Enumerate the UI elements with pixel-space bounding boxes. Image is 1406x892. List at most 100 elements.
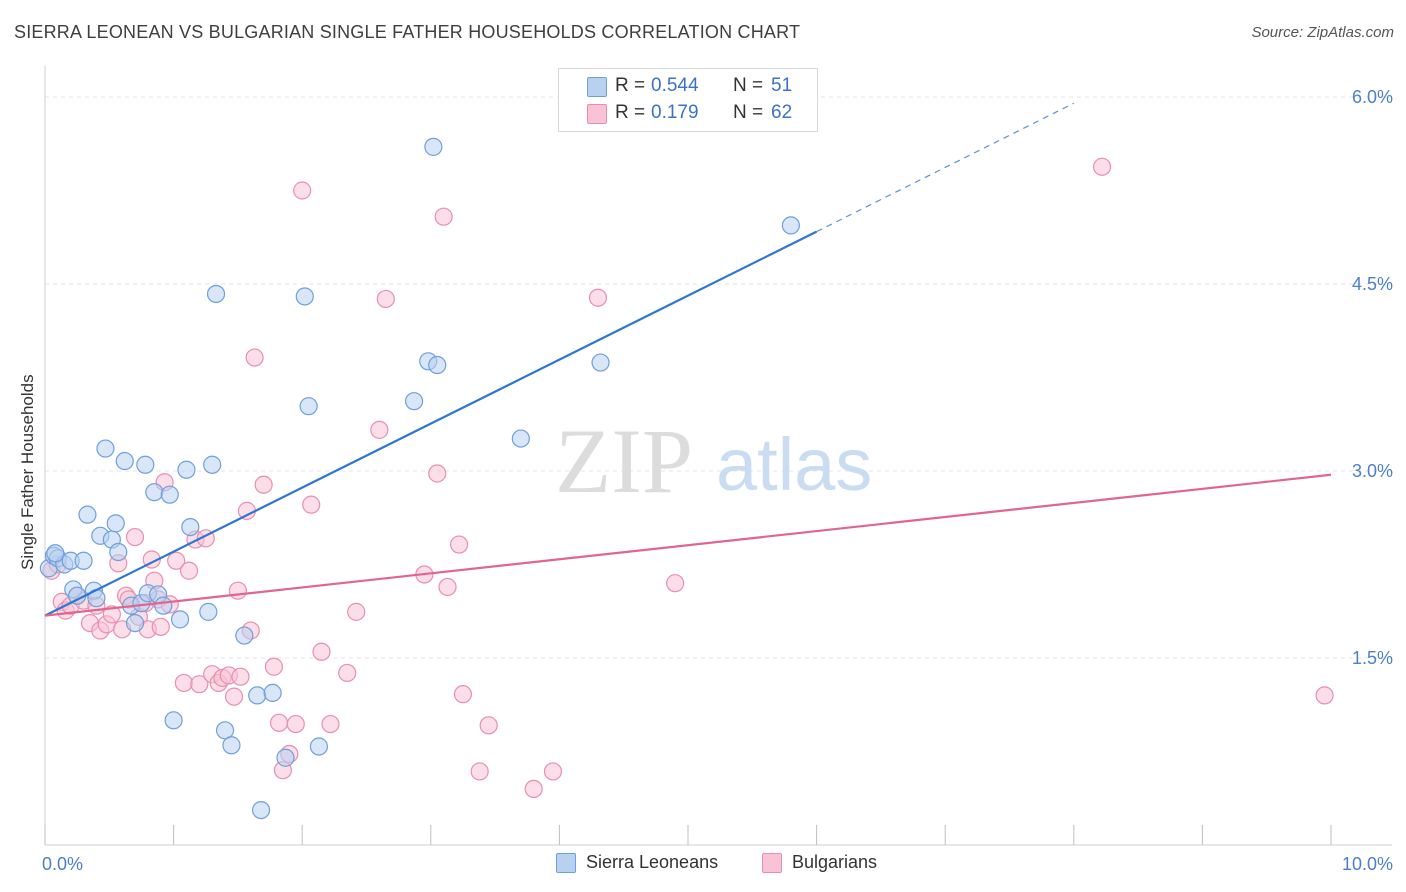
sierra-leonean-point — [160, 485, 179, 504]
bulgarian-point — [347, 602, 366, 621]
bottom-legend-swatch-pink — [762, 853, 782, 873]
bulgarian-point — [453, 685, 473, 704]
sierra-leonean-point — [78, 505, 97, 524]
sierra-leonean-point — [109, 542, 128, 562]
legend-n-label: N = — [733, 102, 764, 123]
sierra-leonean-point — [106, 514, 125, 533]
bulgarian-point — [102, 605, 121, 624]
x-tick-label-max: 10.0% — [1342, 854, 1393, 874]
y-tick-label: 1.5% — [1352, 648, 1393, 668]
y-tick-label: 4.5% — [1352, 274, 1393, 294]
bulgarian-point — [293, 181, 312, 200]
bulgarian-point — [245, 348, 264, 367]
sierra-leonean-point — [248, 686, 267, 705]
bulgarian-point — [338, 663, 357, 683]
correlation-legend: R = 0.544 N = 51 R = 0.179 N = 62 — [558, 68, 818, 132]
sierra-leonean-point — [263, 683, 282, 703]
sierra-leonean-point — [115, 451, 134, 471]
bulgarian-point — [449, 535, 469, 554]
chart-title: SIERRA LEONEAN VS BULGARIAN SINGLE FATHE… — [14, 22, 801, 42]
legend-r-value: 0.544 — [651, 75, 699, 96]
bottom-legend-swatch-blue — [556, 853, 576, 873]
bulgarian-point — [224, 687, 244, 706]
sierra-leonean-point — [404, 392, 424, 411]
sierra-leonean-point — [199, 602, 218, 621]
bulgarian-point — [1315, 686, 1334, 705]
sierra-leonean-point — [206, 284, 226, 304]
bulgarian-point — [470, 762, 489, 781]
watermark-zip: ZIP — [555, 410, 693, 512]
sierra-leonean-point — [154, 596, 173, 615]
tick-labels: 1.5% 3.0% 4.5% 6.0% 0.0% 10.0% — [42, 87, 1393, 874]
bulgarian-point — [588, 288, 608, 307]
bulgarian-trend-line — [44, 473, 1332, 617]
bulgarian-point — [1092, 157, 1112, 176]
bulgarian-point — [302, 495, 321, 514]
bulgarian-point — [179, 561, 199, 580]
sierra-leonean-point — [170, 610, 190, 629]
bulgarian-point — [434, 207, 453, 226]
bulgarian-point — [231, 667, 250, 686]
sierra-leonean-point — [215, 721, 235, 740]
trend-lines — [44, 102, 1332, 617]
sierra-leonean-point — [181, 517, 200, 537]
bottom-legend-label: Sierra Leoneans — [586, 852, 719, 872]
bulgarian-point — [312, 642, 331, 661]
source-credit: Source: ZipAtlas.com — [1251, 24, 1394, 41]
y-axis-label: Single Father Households — [18, 374, 37, 570]
bulgarian-point — [543, 762, 563, 781]
watermark: ZIP atlas — [555, 410, 872, 512]
sierra-leonean-point — [136, 455, 155, 474]
sierra-leonean-point — [235, 626, 254, 645]
legend-n-value: 51 — [771, 75, 793, 96]
grid-lines — [45, 96, 1392, 659]
legend-r-value: 0.179 — [651, 102, 699, 123]
sierra-leonean-point — [276, 748, 295, 767]
sierra-leonean-point — [591, 353, 610, 372]
sierra-leonean-point — [299, 397, 318, 416]
watermark-atlas: atlas — [716, 423, 872, 506]
bulgarian-point — [321, 714, 340, 734]
bottom-legend-label: Bulgarians — [792, 852, 878, 872]
legend-r-label: R = — [615, 102, 646, 123]
sierra-leonean-trend-extension — [816, 102, 1075, 233]
sierra-leonean-point — [309, 737, 329, 756]
bulgarian-point — [167, 551, 186, 570]
sierra-leonean-point — [46, 544, 65, 563]
sierra-leonean-points — [39, 137, 800, 820]
sierra-leonean-point — [145, 483, 164, 502]
bulgarian-point — [125, 527, 145, 547]
legend-swatch-blue — [587, 77, 607, 97]
sierra-leonean-point — [424, 137, 443, 156]
bulgarian-point — [237, 501, 257, 520]
sierra-leonean-point — [511, 429, 530, 448]
sierra-leonean-point — [177, 460, 196, 479]
bulgarian-point — [370, 420, 389, 439]
bulgarian-point — [524, 779, 543, 799]
bulgarian-point — [438, 577, 457, 597]
sierra-leonean-point — [164, 711, 183, 730]
sierra-leonean-point — [125, 613, 145, 633]
legend-swatch-pink — [587, 104, 607, 124]
sierra-leonean-point — [203, 455, 222, 474]
bulgarian-point — [264, 657, 284, 676]
sierra-leonean-point — [295, 287, 314, 306]
legend-r-label: R = — [615, 75, 646, 96]
bulgarian-point — [376, 289, 395, 309]
sierra-leonean-point — [74, 551, 93, 570]
y-tick-label: 3.0% — [1352, 461, 1393, 481]
sierra-leonean-point — [96, 439, 115, 458]
legend-n-label: N = — [733, 75, 764, 96]
bulgarian-point — [666, 574, 685, 593]
sierra-leonean-point — [222, 736, 241, 755]
sierra-leonean-point — [251, 800, 271, 820]
bulgarian-point — [479, 716, 498, 735]
bulgarian-point — [174, 673, 193, 693]
bulgarian-point — [151, 617, 170, 636]
y-tick-label: 6.0% — [1352, 87, 1393, 107]
x-tick-label-min: 0.0% — [42, 854, 83, 874]
bulgarian-point — [254, 475, 273, 494]
sierra-leonean-trend-line — [44, 230, 818, 617]
axes — [44, 66, 1392, 846]
